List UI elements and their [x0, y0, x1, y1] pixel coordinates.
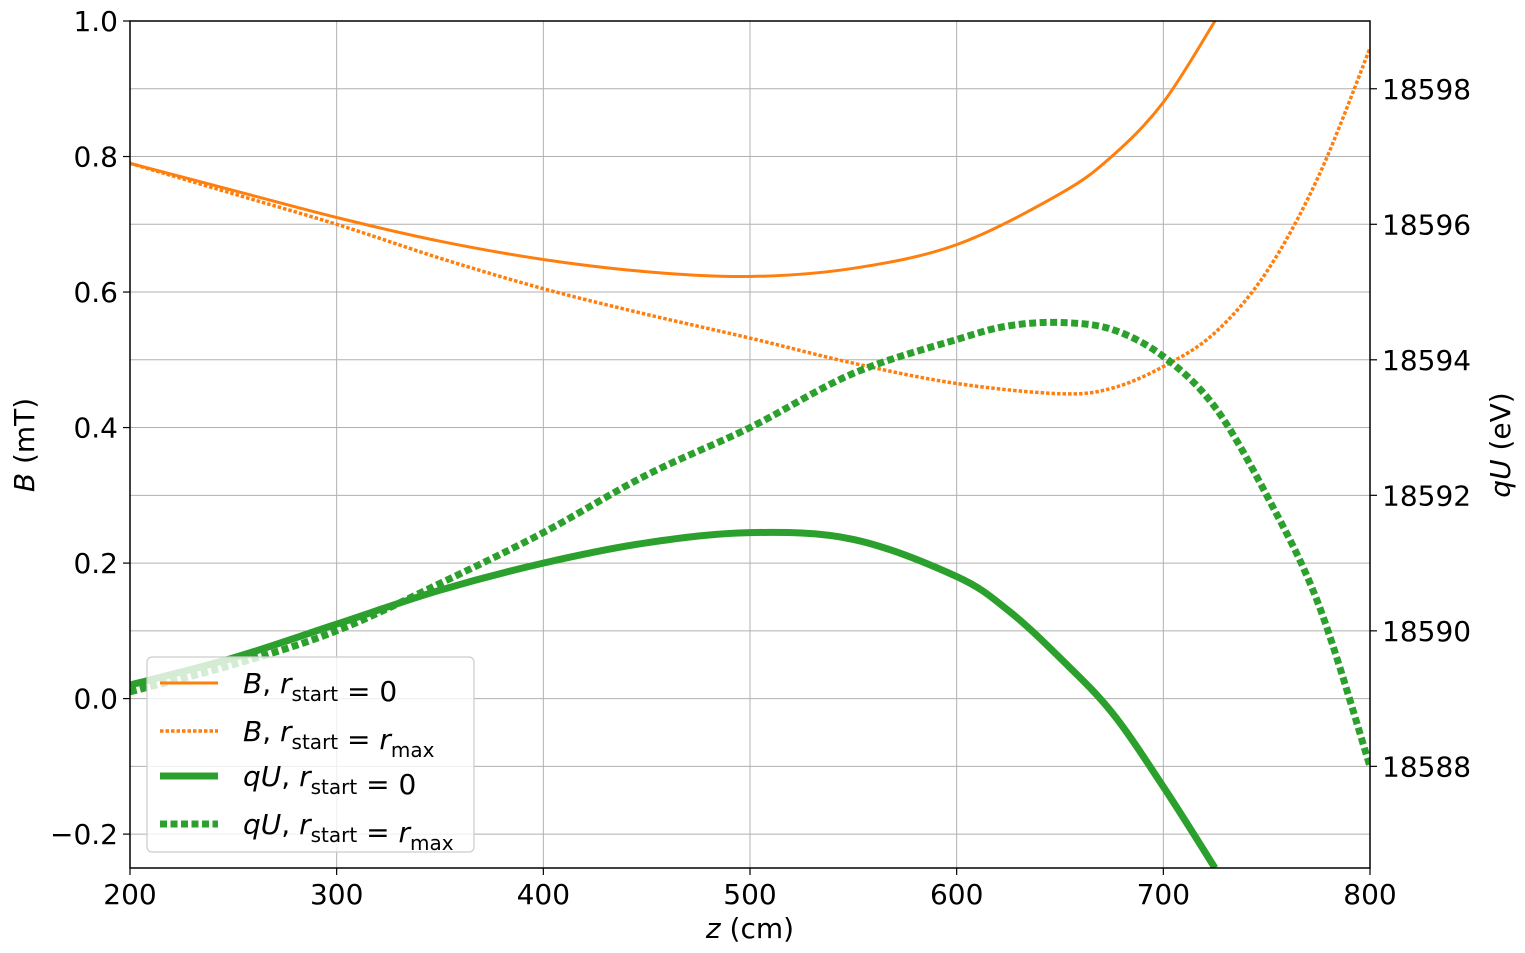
- y-right-tick-label: 18596: [1382, 208, 1471, 241]
- y-left-tick-label: 0.0: [73, 683, 118, 716]
- axis-ticks: 200 300 400 500 600 700 800 −0.2 0.0 0.2 0.4 0.6 0.8…: [50, 5, 1471, 911]
- legend-entry-qu-rstart-rmax: qU, rstart = rmax: [243, 808, 454, 855]
- y-right-tick-label: 18590: [1382, 615, 1471, 648]
- x-tick-label: 400: [517, 878, 570, 911]
- series-qu-rstart-0: [130, 528, 1218, 868]
- x-tick-label: 300: [310, 878, 363, 911]
- y-right-tick-label: 18592: [1382, 479, 1471, 512]
- right-y-axis-label: qU (eV): [1484, 392, 1517, 497]
- x-tick-label: 500: [723, 878, 776, 911]
- legend-entry-b-rstart-rmax: B, rstart = rmax: [243, 715, 435, 762]
- x-tick-label: 200: [103, 878, 156, 911]
- legend-box: [146, 656, 475, 853]
- x-tick-label: 800: [1343, 878, 1396, 911]
- y-left-tick-label: 0.6: [73, 276, 118, 309]
- x-tick-label: 700: [1137, 878, 1190, 911]
- series-lines: [130, 21, 1370, 868]
- series-qu-rstart-rmax: [130, 318, 1370, 768]
- legend-entry-b-rstart-0: B, rstart = 0: [243, 667, 397, 708]
- series-b-rstart-rmax: [130, 47, 1370, 396]
- y-left-tick-label: 0.2: [73, 547, 118, 580]
- y-right-tick-label: 18594: [1382, 344, 1471, 377]
- x-tick-label: 600: [930, 878, 983, 911]
- left-y-axis-label: B (mT): [8, 398, 41, 492]
- y-right-tick-label: 18588: [1382, 750, 1471, 783]
- y-left-tick-label: 1.0: [73, 5, 118, 38]
- legend-entry-qu-rstart-0: qU, rstart = 0: [243, 760, 416, 801]
- y-right-tick-label: 18598: [1382, 73, 1471, 106]
- x-axis-label: z (cm): [705, 912, 794, 945]
- y-left-tick-label: −0.2: [50, 818, 118, 851]
- series-b-rstart-0: [130, 21, 1217, 279]
- y-left-tick-label: 0.8: [73, 141, 118, 174]
- y-left-tick-label: 0.4: [73, 412, 118, 445]
